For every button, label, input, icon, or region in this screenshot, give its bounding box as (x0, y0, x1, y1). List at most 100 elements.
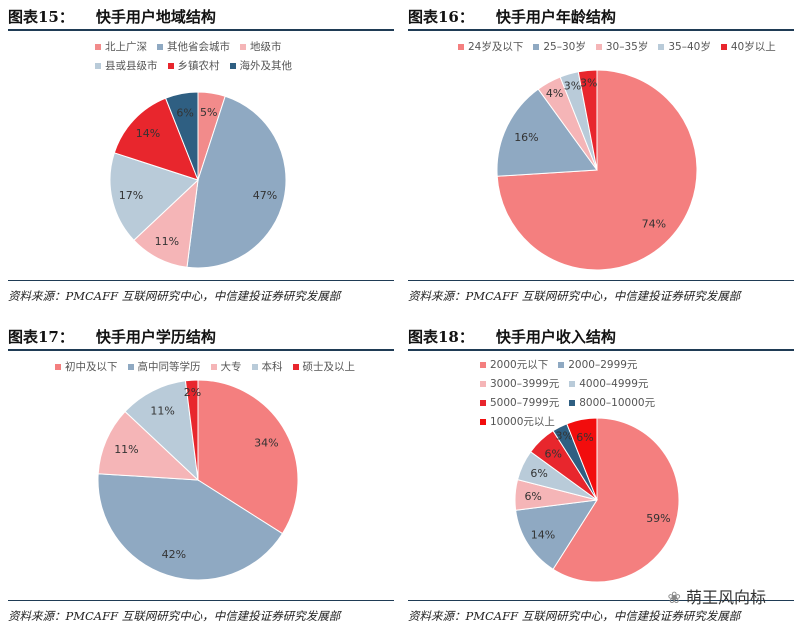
chart-title: 图表15： 快手用户地域结构 (8, 6, 216, 27)
legend-swatch (251, 364, 258, 370)
legend-item: 40岁以上 (720, 38, 776, 57)
chart-title: 图表16： 快手用户年龄结构 (408, 6, 616, 27)
legend-item: 初中及以下 (55, 358, 118, 377)
pie-slice (552, 417, 680, 583)
legend-item: 24岁及以下 (458, 38, 523, 57)
legend-item: 乡镇农村 (167, 57, 220, 76)
title-text: 快手用户收入结构 (495, 328, 616, 346)
legend-swatch (569, 400, 576, 406)
legend-swatch (658, 44, 665, 50)
title-text: 快手用户年龄结构 (495, 8, 616, 26)
data-label: 14% (136, 127, 160, 140)
source-note: 资料来源：PMCAFF 互联网研究中心，中信建投证券研究发展部 (408, 609, 741, 623)
legend-swatch (167, 63, 174, 69)
legend-item: 30–35岁 (595, 38, 649, 57)
data-label: 3% (564, 79, 581, 92)
data-label: 11% (114, 443, 138, 456)
legend-item: 2000–2999元 (558, 356, 637, 375)
legend-item: 海外及其他 (229, 57, 293, 76)
legend-swatch (458, 44, 464, 50)
chart-panel: 34% 42% 11% 11% 2% 图表17： 快手用户学历结构 资料来源：PMCAFF … (0, 320, 400, 627)
legend-swatch (95, 63, 101, 69)
pie-chart: 74%16%4%3%3% (496, 69, 698, 271)
data-label: 11% (150, 405, 174, 418)
legend-swatch (569, 381, 576, 387)
data-label: 6% (576, 431, 593, 444)
legend-label: 30–35岁 (605, 41, 649, 53)
legend-label: 24岁及以下 (468, 41, 524, 53)
legend-item: 4000–4999元 (569, 375, 648, 394)
legend-item: 其他省会城市 (157, 38, 230, 57)
legend-label: 其他省会城市 (167, 41, 230, 53)
legend-swatch (720, 44, 727, 50)
chart-title: 图表17： 快手用户学历结构 (8, 326, 216, 347)
legend-item: 硕士及以上 (292, 358, 355, 377)
legend-item: 10000元以上 (480, 413, 555, 432)
data-label: 2% (184, 386, 201, 399)
legend-label: 海外及其他 (239, 60, 293, 72)
legend-label: 8000–10000元 (579, 397, 656, 409)
legend-swatch (533, 44, 540, 50)
legend-swatch (480, 362, 486, 368)
pie-slice (515, 499, 598, 570)
legend-label: 4000–4999元 (579, 378, 649, 390)
source-note: 资料来源：PMCAFF 互联网研究中心，中信建投证券研究发展部 (408, 289, 741, 303)
legend-item: 8000–10000元 (569, 394, 655, 413)
legend-swatch (210, 364, 217, 370)
legend-item: 35–40岁 (658, 38, 711, 57)
legend-swatch (595, 44, 602, 50)
legend: 初中及以下 高中同等学历 大专 本科 硕士及以上 (55, 358, 395, 377)
legend-item: 5000–7999元 (480, 394, 559, 413)
data-label: 6% (524, 490, 541, 503)
figure-number: 图表18： (408, 328, 474, 346)
legend-swatch (127, 364, 134, 370)
legend: 2000元以下 2000–2999元 3000–3999元 4000–4999元 500… (480, 356, 730, 432)
legend-item: 3000–3999元 (480, 375, 559, 394)
data-label: 34% (254, 436, 278, 449)
legend-swatch (55, 364, 61, 370)
data-label: 3% (556, 430, 573, 443)
legend-label: 40岁以上 (730, 41, 776, 53)
legend-swatch (157, 44, 163, 50)
legend-label: 乡镇农村 (177, 60, 220, 72)
legend-swatch (292, 364, 299, 370)
legend-label: 高中同等学历 (137, 361, 201, 373)
figure-number: 图表17： (8, 328, 74, 346)
legend-swatch (240, 44, 246, 50)
chart-title: 图表18： 快手用户收入结构 (408, 326, 616, 347)
pie-slice (124, 380, 199, 482)
source-note: 资料来源：PMCAFF 互联网研究中心，中信建投证券研究发展部 (8, 289, 341, 303)
data-label: 6% (176, 107, 193, 120)
source-rule (8, 600, 394, 601)
legend-item: 县或县级市 (95, 57, 158, 76)
figure-number: 图表15： (8, 8, 74, 26)
legend-label: 5000–7999元 (490, 397, 560, 409)
chart-panel: 59% 14% 6% 6% 6% 3% 6% 图表18： 快手用户收入结构 资料来源：PMCAF… (400, 320, 800, 627)
title-rule (8, 29, 394, 31)
chart-panel: 74% 16% 4% 3% 3% 图表16： 快手用户年龄结构 资料来源：PMCAFF 互联… (400, 0, 800, 307)
legend-label: 2000元以下 (490, 359, 549, 371)
legend: 北上广深 其他省会城市 地级市县或县级市 乡镇农村 海外及其他 (95, 38, 325, 76)
data-label: 47% (253, 189, 277, 202)
legend-label: 3000–3999元 (490, 378, 560, 390)
wechat-icon: ❀ (667, 588, 686, 607)
legend-swatch (558, 362, 565, 368)
figure-number: 图表16： (408, 8, 474, 26)
data-label: 3% (580, 76, 597, 89)
pie-chart: 59%14%6%6%6%3% 6% (514, 417, 680, 583)
pie-slice (577, 69, 598, 171)
title-rule (408, 29, 794, 31)
pie-slice (566, 417, 598, 501)
legend-label: 地级市 (250, 41, 282, 53)
legend-item: 本科 (251, 358, 283, 377)
pie-slice (197, 379, 299, 535)
legend-swatch (229, 63, 236, 69)
data-label: 59% (646, 512, 670, 525)
title-text: 快手用户地域结构 (95, 8, 216, 26)
legend-label: 初中及以下 (65, 361, 118, 373)
legend-swatch (95, 44, 101, 50)
legend-item: 2000元以下 (480, 356, 548, 375)
title-text: 快手用户学历结构 (95, 328, 216, 346)
data-label: 6% (544, 447, 561, 460)
source-note: 资料来源：PMCAFF 互联网研究中心，中信建投证券研究发展部 (8, 609, 341, 623)
